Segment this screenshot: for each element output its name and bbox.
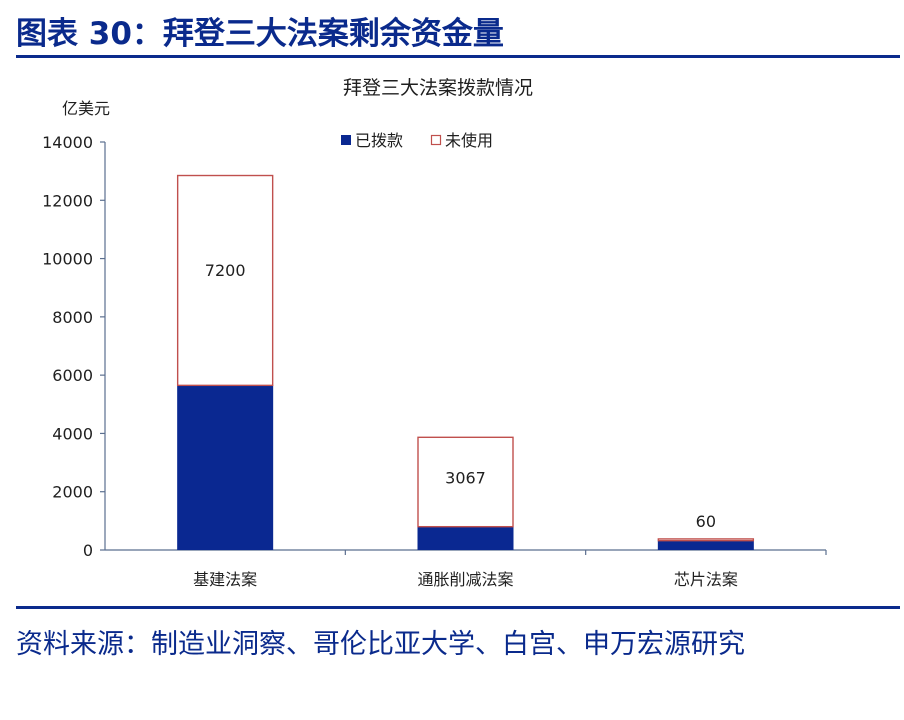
y-tick-label: 8000: [52, 308, 93, 327]
top-divider: [16, 55, 900, 58]
bar-unused: [176, 174, 274, 387]
x-tick-label: 基建法案: [193, 570, 257, 589]
legend-swatch-unused: [430, 134, 442, 146]
y-tick-label: 2000: [52, 483, 93, 502]
y-tick-label: 14000: [42, 133, 93, 152]
y-tick-label: 10000: [42, 250, 93, 269]
bar-allocated: [417, 526, 514, 550]
y-tick-label: 4000: [52, 424, 93, 443]
source-note: 资料来源：制造业洞察、哥伦比亚大学、白宫、申万宏源研究: [16, 629, 745, 660]
bar-data-label: 3067: [445, 469, 486, 488]
x-tick-label: 芯片法案: [674, 570, 738, 589]
y-tick-label: 12000: [42, 191, 93, 210]
y-tick-label: 0: [83, 541, 93, 560]
legend-swatch-allocated: [341, 135, 351, 145]
bar-allocated: [177, 385, 274, 550]
bottom-divider: [16, 606, 900, 609]
y-axis-label: 亿美元: [62, 99, 110, 118]
y-tick-label: 6000: [52, 366, 93, 385]
bar-data-label: 60: [696, 512, 716, 531]
legend-label-unused: 未使用: [445, 131, 493, 150]
x-tick-label: 通胀削减法案: [417, 570, 513, 589]
bar-unused: [657, 538, 755, 542]
bar-data-label: 7200: [205, 261, 246, 280]
figure-title: 图表 30：拜登三大法案剩余资金量: [16, 16, 504, 52]
legend-label-allocated: 已拨款: [355, 131, 403, 150]
bar-allocated: [657, 540, 754, 550]
bar-unused: [417, 436, 514, 528]
chart-title: 拜登三大法案拨款情况: [343, 77, 533, 99]
